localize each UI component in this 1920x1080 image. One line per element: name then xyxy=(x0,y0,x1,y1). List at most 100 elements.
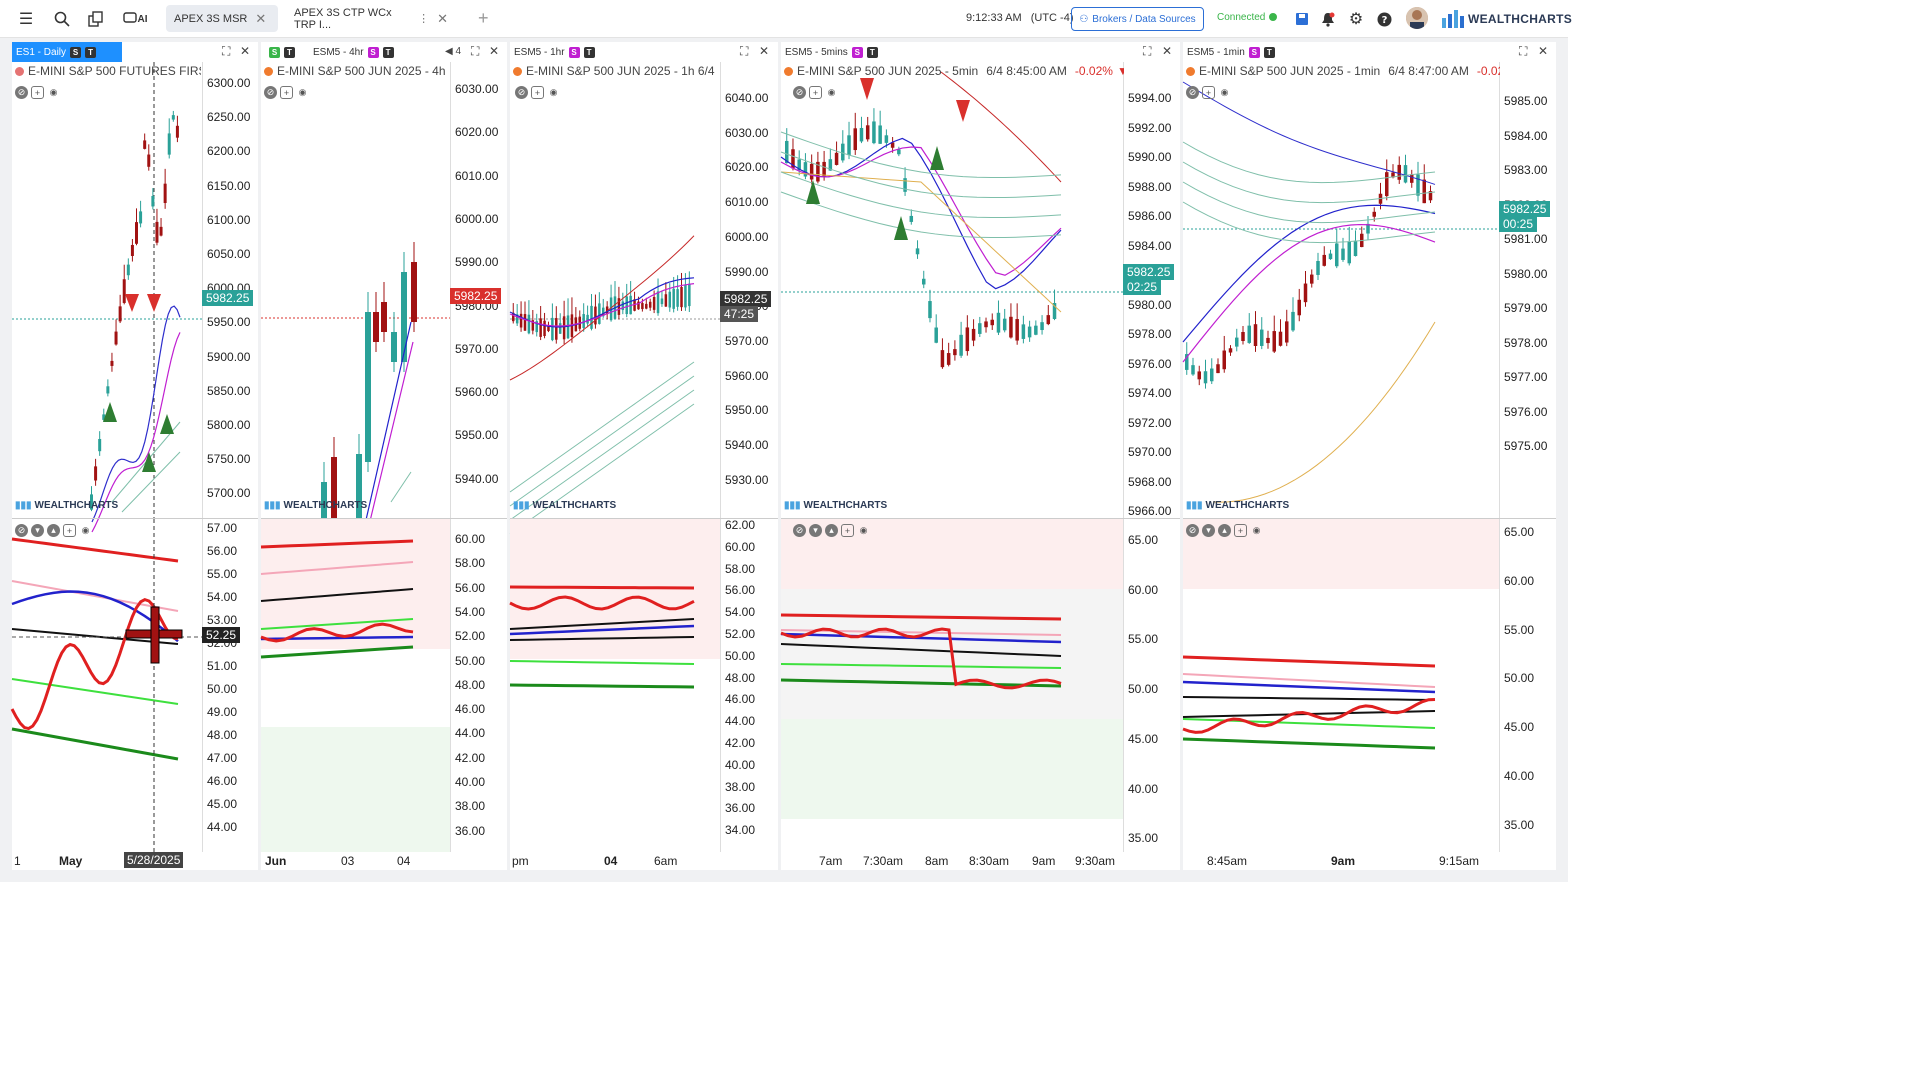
candle-body xyxy=(1203,371,1208,384)
price-chart[interactable] xyxy=(509,62,720,535)
oscillator-chart[interactable] xyxy=(1182,519,1499,852)
eye-icon[interactable]: ◉ xyxy=(298,87,307,97)
search-icon[interactable] xyxy=(52,9,72,29)
chart-panel-5min[interactable]: ESM5 - 5mins S T ⛶ ✕ E-MINI S&P 500 JUN … xyxy=(780,42,1181,870)
chart-panel-4hr[interactable]: S T ESM5 - 4hr S T ◀ 4 ⛶ ✕ E-MINI S&P 50… xyxy=(260,42,508,870)
overbought-zone xyxy=(781,519,1123,589)
maximize-icon[interactable]: ⛶ xyxy=(1143,44,1152,58)
maximize-icon[interactable]: ⛶ xyxy=(740,44,749,58)
eye-icon[interactable]: ◉ xyxy=(49,87,58,97)
close-icon[interactable]: ✕ xyxy=(759,44,770,58)
candle-body xyxy=(1335,243,1339,267)
add-indicator-icon[interactable]: + xyxy=(841,524,854,537)
axis-tick-label: 5988.00 xyxy=(1128,179,1172,194)
price-chart[interactable] xyxy=(780,62,1123,518)
expand-icon[interactable]: ▴ xyxy=(47,524,60,537)
axis-tick-label: 47.00 xyxy=(207,751,238,765)
avatar[interactable] xyxy=(1406,7,1428,29)
close-icon[interactable]: ✕ xyxy=(240,44,251,58)
eye-icon[interactable]: ◉ xyxy=(859,525,868,535)
close-icon[interactable]: ✕ xyxy=(255,10,267,26)
hide-icon[interactable]: ⊘ xyxy=(1186,524,1199,537)
axis-tick-label: 5983.00 xyxy=(1504,163,1548,177)
panel-title[interactable]: S T ESM5 - 4hr S T xyxy=(261,42,398,62)
add-indicator-icon[interactable]: + xyxy=(63,524,76,537)
panel-title[interactable]: ES1 - Daily S T xyxy=(12,42,122,62)
expand-icon[interactable]: ▴ xyxy=(825,524,838,537)
hide-icon[interactable]: ⊘ xyxy=(793,524,806,537)
axis-tick-label: 57.00 xyxy=(207,521,238,535)
link-group[interactable]: ◀ 4 xyxy=(445,46,462,57)
ai-chat-icon[interactable]: AI xyxy=(122,9,148,29)
help-icon[interactable]: ? xyxy=(1374,9,1394,29)
menu-icon[interactable]: ☰ xyxy=(18,11,34,28)
eye-icon[interactable]: ◉ xyxy=(827,87,836,97)
add-indicator-icon[interactable]: + xyxy=(809,86,822,99)
chart-panel-1min[interactable]: ESM5 - 1min S T ⛶ ✕ E-MINI S&P 500 JUN 2… xyxy=(1182,42,1557,870)
band-line xyxy=(780,171,1062,219)
axis-tick-label: 55.00 xyxy=(1128,632,1159,647)
add-tab-icon[interactable]: + xyxy=(478,8,489,28)
axis-tick-label: 5950.00 xyxy=(455,428,499,443)
price-chart[interactable] xyxy=(261,62,450,543)
chart-panel-daily[interactable]: ES1 - Daily S T ⛶ ✕ E-MINI S&P 500 FUTUR… xyxy=(10,42,259,870)
oscillator-axis[interactable]: 65.00 60.00 55.00 50.00 45.00 40.00 35.00 xyxy=(1499,519,1557,852)
eye-icon[interactable]: ◉ xyxy=(1220,87,1229,97)
oscillator-chart[interactable] xyxy=(780,519,1123,852)
panel-title[interactable]: ESM5 - 1hr S T xyxy=(510,42,599,62)
layouts-icon[interactable] xyxy=(86,9,106,29)
chart-panel-1hr[interactable]: ESM5 - 1hr S T ⛶ ✕ E-MINI S&P 500 JUN 20… xyxy=(509,42,779,870)
axis-tick-label: 40.00 xyxy=(1504,769,1535,783)
close-icon[interactable]: ✕ xyxy=(489,44,500,58)
hide-icon[interactable]: ⊘ xyxy=(1186,86,1199,99)
oscillator-axis[interactable]: 65.00 60.00 55.00 50.00 45.00 40.00 35.00 xyxy=(1123,519,1181,852)
hide-icon[interactable]: ⊘ xyxy=(793,86,806,99)
oscillator-chart[interactable] xyxy=(509,519,720,852)
collapse-icon[interactable]: ▾ xyxy=(1202,524,1215,537)
more-icon[interactable]: ⋮ xyxy=(418,13,430,25)
oscillator-axis[interactable]: 60.00 58.00 56.00 54.00 52.00 50.00 48.00 46.00… xyxy=(450,519,508,852)
price-chart[interactable] xyxy=(12,62,202,533)
collapse-icon[interactable]: ▾ xyxy=(31,524,44,537)
close-icon[interactable]: ✕ xyxy=(1538,44,1549,58)
bell-icon[interactable] xyxy=(1318,9,1338,29)
add-indicator-icon[interactable]: + xyxy=(31,86,44,99)
eye-icon[interactable]: ◉ xyxy=(549,87,558,97)
close-icon[interactable]: ✕ xyxy=(1162,44,1173,58)
oscillator-chart[interactable] xyxy=(10,519,202,852)
gear-icon[interactable]: ⚙ xyxy=(1348,11,1364,28)
collapse-icon[interactable]: ▾ xyxy=(809,524,822,537)
candle-body xyxy=(594,306,597,325)
symbol-dot xyxy=(784,67,793,76)
add-indicator-icon[interactable]: + xyxy=(1202,86,1215,99)
hide-icon[interactable]: ⊘ xyxy=(264,86,277,99)
eye-icon[interactable]: ◉ xyxy=(81,525,90,535)
eye-icon[interactable]: ◉ xyxy=(1252,525,1261,535)
tab-layout-1[interactable]: APEX 3S MSR ✕ xyxy=(166,5,278,32)
panel-title[interactable]: ESM5 - 5mins S T xyxy=(781,42,882,62)
maximize-icon[interactable]: ⛶ xyxy=(222,44,231,58)
oscillator-axis[interactable]: 62.00 60.00 58.00 56.00 54.00 52.00 50.00 48.00… xyxy=(720,518,779,852)
osc-line xyxy=(1182,737,1436,750)
price-axis[interactable]: 5985.005984.005983.005982.005981.005980.… xyxy=(1499,62,1557,518)
oscillator-axis[interactable]: 57.00 56.00 55.00 54.00 53.00 52.00 51.00 50.00… xyxy=(202,519,259,852)
hide-icon[interactable]: ⊘ xyxy=(515,86,528,99)
close-icon[interactable]: ✕ xyxy=(437,10,448,26)
oscillator-chart[interactable] xyxy=(260,519,450,852)
expand-icon[interactable]: ▴ xyxy=(1218,524,1231,537)
maximize-icon[interactable]: ⛶ xyxy=(1519,44,1528,58)
add-indicator-icon[interactable]: + xyxy=(1234,524,1247,537)
symbol-change: -0.02% xyxy=(1074,64,1113,78)
panel-title[interactable]: ESM5 - 1min S T xyxy=(1183,42,1279,62)
buy-signal-icon xyxy=(160,414,174,434)
save-icon[interactable] xyxy=(1292,9,1312,29)
add-indicator-icon[interactable]: + xyxy=(280,86,293,99)
tab-layout-2[interactable]: APEX 3S CTP WCx TRP I... ⋮ ✕ xyxy=(286,5,456,32)
add-indicator-icon[interactable]: + xyxy=(531,86,544,99)
brokers-button[interactable]: ⚇ Brokers / Data Sources xyxy=(1071,7,1204,31)
price-chart[interactable] xyxy=(1182,62,1499,518)
hide-icon[interactable]: ⊘ xyxy=(15,524,28,537)
hide-icon[interactable]: ⊘ xyxy=(15,86,28,99)
maximize-icon[interactable]: ⛶ xyxy=(471,44,480,58)
price-axis[interactable]: 6040.00 6030.00 6020.00 6010.00 6000.00 5990.… xyxy=(720,62,779,518)
